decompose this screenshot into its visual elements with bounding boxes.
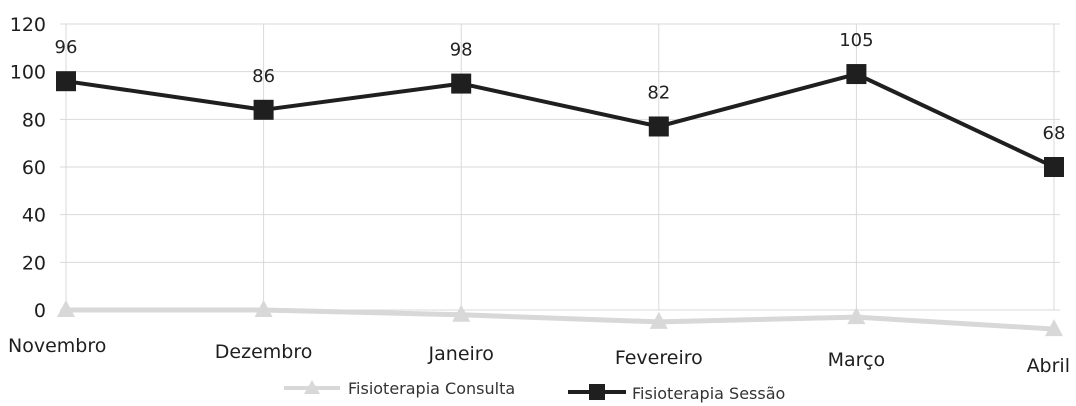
point-sessao <box>1044 157 1064 177</box>
point-sessao <box>253 99 274 120</box>
series-line-sessao <box>65 72 1055 169</box>
data-labels: 96 86 98 82 105 68 <box>55 30 1066 144</box>
legend-square-icon <box>589 384 605 400</box>
series-layer <box>56 64 1064 337</box>
data-label-sessao: 68 <box>1043 123 1066 144</box>
y-tick-label: 80 <box>22 109 46 131</box>
point-sessao <box>451 73 472 94</box>
point-consulta <box>452 304 471 322</box>
point-sessao <box>648 116 669 137</box>
point-consulta <box>254 300 273 317</box>
x-tick-label: Dezembro <box>215 341 313 363</box>
y-tick-label: 100 <box>10 62 46 84</box>
legend-label-consulta: Fisioterapia Consulta <box>348 379 515 398</box>
grid-layer <box>60 23 1060 311</box>
x-tick-label: Janeiro <box>428 343 494 365</box>
data-label-sessao: 98 <box>450 40 473 61</box>
data-label-sessao: 82 <box>647 82 670 103</box>
point-consulta <box>847 307 866 325</box>
y-tick-label: 120 <box>10 14 46 36</box>
x-axis-ticks: Novembro Dezembro Janeiro Fevereiro Março Abr… <box>8 335 1070 377</box>
y-tick-label: 0 <box>34 300 46 322</box>
point-consulta <box>1045 319 1063 337</box>
y-axis-ticks: 0 20 40 60 80 100 120 <box>10 14 46 322</box>
legend-triangle-icon <box>304 380 320 394</box>
legend: Fisioterapia Consulta Fisioterapia Sessã… <box>284 379 785 403</box>
data-label-sessao: 96 <box>55 37 78 58</box>
x-tick-label: Março <box>828 349 886 371</box>
data-label-sessao: 86 <box>252 66 275 87</box>
legend-item-consulta: Fisioterapia Consulta <box>284 379 515 398</box>
y-tick-label: 20 <box>22 252 46 274</box>
point-sessao <box>56 71 76 92</box>
point-consulta <box>649 311 668 329</box>
series-line-consulta <box>66 307 1055 332</box>
x-tick-label: Novembro <box>8 335 106 357</box>
point-consulta <box>57 300 75 317</box>
y-tick-label: 60 <box>22 157 46 179</box>
data-label-sessao: 105 <box>839 30 873 51</box>
y-tick-label: 40 <box>22 205 46 227</box>
x-tick-label: Fevereiro <box>615 347 703 369</box>
legend-label-sessao: Fisioterapia Sessão <box>632 384 785 403</box>
point-sessao <box>846 64 867 85</box>
x-tick-label: Abril <box>1027 355 1070 377</box>
legend-item-sessao: Fisioterapia Sessão <box>568 384 785 403</box>
